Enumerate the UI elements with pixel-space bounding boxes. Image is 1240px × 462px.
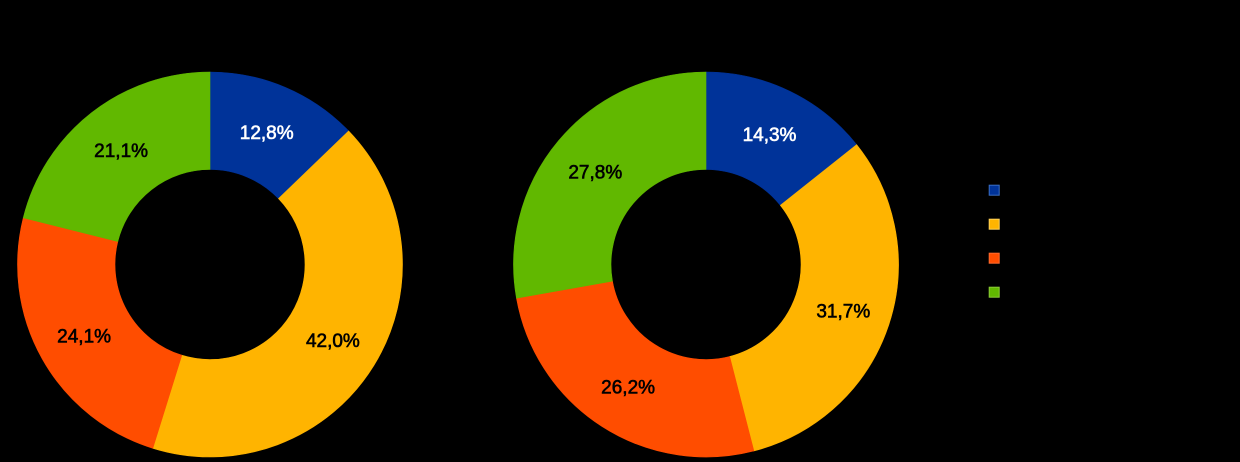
- svg-text:31,7%: 31,7%: [816, 302, 870, 323]
- svg-text:14,3%: 14,3%: [743, 125, 797, 146]
- svg-text:24,1%: 24,1%: [57, 326, 111, 347]
- svg-text:26,2%: 26,2%: [601, 378, 655, 399]
- svg-text:27,8%: 27,8%: [568, 162, 622, 183]
- svg-text:12,8%: 12,8%: [240, 123, 294, 144]
- svg-text:42,0%: 42,0%: [306, 331, 360, 352]
- svg-text:21,1%: 21,1%: [94, 141, 148, 162]
